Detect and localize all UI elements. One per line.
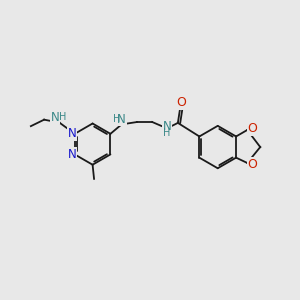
Text: O: O <box>248 158 257 171</box>
Text: N: N <box>51 111 59 124</box>
Text: O: O <box>248 122 257 135</box>
Text: H: H <box>113 114 120 124</box>
Text: H: H <box>163 128 171 138</box>
Text: N: N <box>68 148 77 161</box>
Text: N: N <box>163 120 171 133</box>
Text: O: O <box>176 96 186 109</box>
Text: H: H <box>59 112 67 122</box>
Text: N: N <box>68 127 77 140</box>
Text: N: N <box>117 112 126 126</box>
